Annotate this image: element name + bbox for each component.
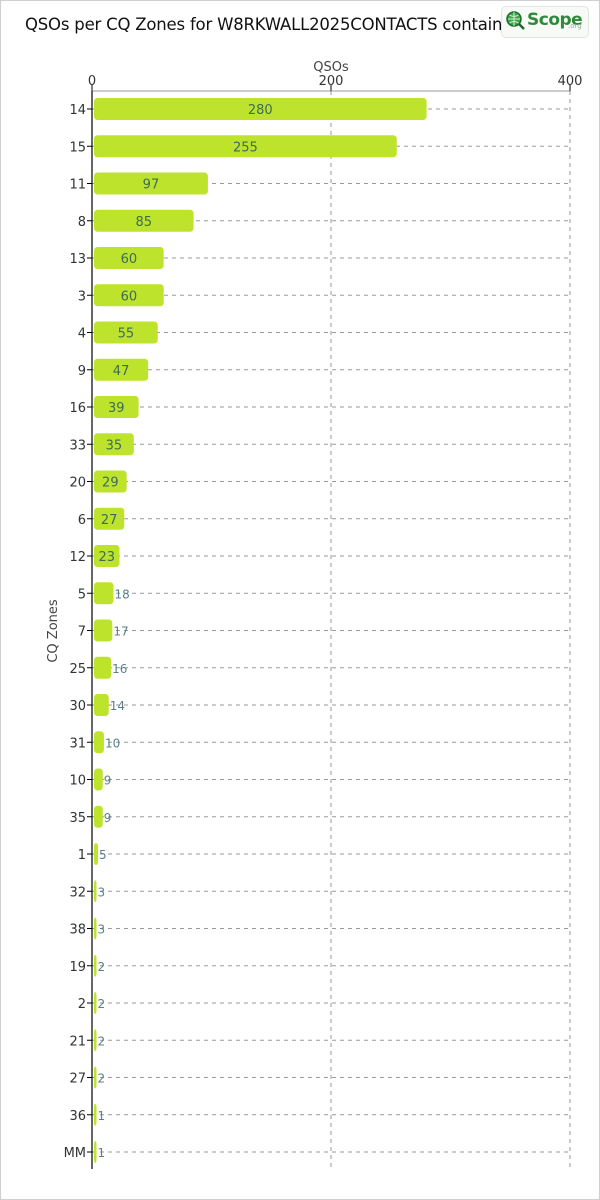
logo-tld: .org (568, 22, 582, 30)
bar (94, 321, 158, 344)
bar (94, 545, 120, 567)
qscope-logo[interactable]: Scope .org (501, 6, 589, 38)
y-tick-label: 3 (78, 289, 86, 304)
bar (94, 954, 97, 977)
bar (94, 1141, 97, 1163)
bar-value-label: 17 (113, 625, 128, 639)
y-tick-label: 9 (78, 364, 86, 379)
bar-value-label: 18 (115, 587, 130, 601)
bar (94, 135, 397, 158)
y-tick-label: 8 (78, 215, 86, 230)
bar (94, 843, 98, 865)
bar (94, 1029, 97, 1052)
y-tick-label: 19 (69, 960, 86, 975)
bar-value-label: 1 (98, 1109, 106, 1123)
bar (94, 172, 208, 195)
x-tick-label: 400 (558, 74, 583, 89)
y-tick-label: 6 (78, 513, 86, 528)
y-tick-label: 11 (69, 178, 86, 193)
y-tick-label: 33 (69, 438, 86, 453)
bar-value-label: 3 (98, 923, 106, 937)
bar (94, 694, 109, 716)
bar-value-label: 97 (143, 178, 160, 193)
bar (94, 917, 97, 940)
x-axis-title: QSOs (313, 60, 349, 75)
bar-value-label: 60 (121, 252, 138, 267)
chart-title: QSOs per CQ Zones for W8RKWALL2025CONTAC… (25, 15, 523, 34)
y-tick-label: 12 (69, 550, 86, 565)
bar-value-label: 23 (98, 550, 115, 565)
y-tick-label: 31 (69, 736, 86, 751)
bar (94, 656, 112, 679)
y-tick-label: 30 (69, 699, 86, 714)
bar-value-label: 39 (108, 401, 125, 416)
bar (94, 98, 427, 120)
bar-value-label: 55 (118, 327, 135, 342)
bar-value-label: 9 (104, 774, 112, 788)
bar-value-label: 85 (136, 215, 153, 230)
y-tick-label: 20 (69, 476, 86, 491)
bar (94, 470, 127, 493)
bar (94, 619, 113, 642)
bar-value-label: 9 (104, 811, 112, 825)
y-tick-label: 5 (78, 587, 86, 602)
bar-value-label: 1 (98, 1146, 106, 1160)
bar (94, 992, 97, 1014)
y-axis-title: CQ Zones (46, 599, 61, 663)
y-tick-label: 13 (69, 252, 86, 267)
y-tick-label: MM (64, 1146, 86, 1161)
bar-value-label: 2 (98, 1072, 106, 1086)
x-tick-label: 200 (319, 74, 344, 89)
bar (94, 209, 194, 232)
bar (94, 358, 149, 381)
bar-value-label: 280 (248, 103, 273, 118)
bar (94, 396, 139, 418)
bar (94, 1066, 97, 1089)
bar-value-label: 47 (113, 364, 130, 379)
bar (94, 880, 97, 903)
y-tick-label: 1 (78, 848, 86, 863)
bar (94, 582, 114, 605)
y-tick-label: 27 (69, 1072, 86, 1087)
bar (94, 247, 164, 269)
bar-value-label: 27 (101, 513, 118, 528)
y-tick-label: 4 (78, 327, 86, 342)
bar-value-label: 10 (105, 736, 120, 750)
bar-value-label: 16 (112, 662, 127, 676)
y-tick-label: 2 (78, 997, 86, 1012)
logo-brand: Scope (527, 10, 583, 30)
bar (94, 805, 103, 828)
y-tick-label: 15 (69, 140, 86, 155)
bar-value-label: 2 (98, 997, 106, 1011)
y-tick-label: 10 (69, 774, 86, 789)
bar-value-label: 14 (110, 699, 125, 713)
y-tick-label: 7 (78, 625, 86, 640)
bar-value-label: 2 (98, 960, 106, 974)
y-tick-label: 21 (69, 1034, 86, 1049)
bar (94, 433, 134, 456)
bar (94, 284, 164, 307)
y-tick-label: 32 (69, 885, 86, 900)
bar-value-label: 3 (98, 885, 106, 899)
bar-value-label: 29 (102, 476, 119, 491)
bar-value-label: 255 (233, 140, 258, 155)
bar-value-label: 60 (121, 289, 138, 304)
bar (94, 731, 104, 754)
y-tick-label: 14 (69, 103, 86, 118)
bar (94, 507, 125, 530)
bar (94, 1103, 97, 1126)
magnifier-globe-icon (506, 11, 525, 30)
y-tick-label: 38 (69, 923, 86, 938)
y-tick-label: 25 (69, 662, 86, 677)
bar-value-label: 5 (99, 848, 107, 862)
y-tick-label: 35 (69, 811, 86, 826)
bar (94, 768, 103, 791)
y-tick-label: 36 (69, 1109, 86, 1124)
bar-value-label: 2 (98, 1034, 106, 1048)
bar-value-label: 35 (106, 438, 123, 453)
x-tick-label: 0 (88, 74, 96, 89)
y-tick-label: 16 (69, 401, 86, 416)
